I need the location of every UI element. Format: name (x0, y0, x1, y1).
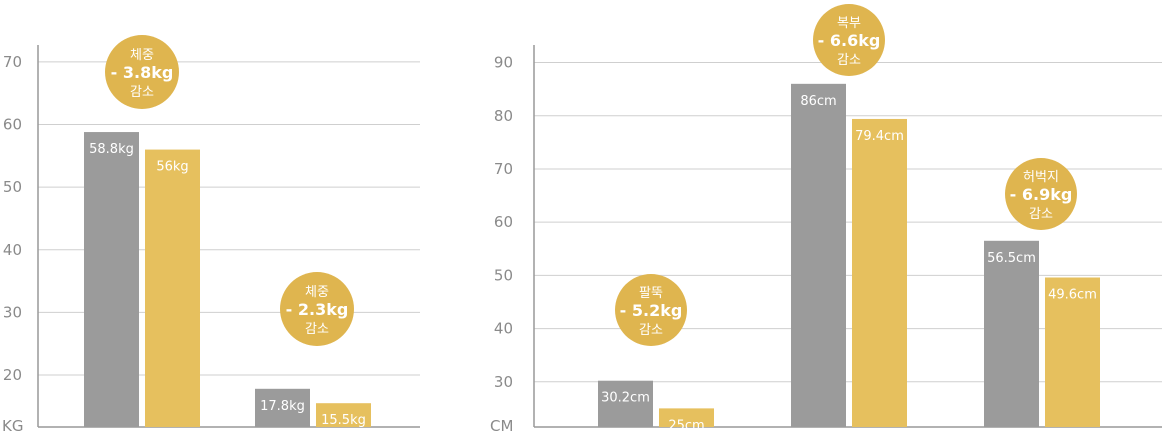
y-tick-label: 70 (3, 53, 22, 71)
bar-value-label: 30.2cm (601, 391, 650, 406)
bar-before (791, 83, 846, 427)
bubble-reduction-word: 감소 (837, 53, 861, 68)
reduction-bubble (813, 4, 885, 76)
unit-label: KG (2, 417, 23, 433)
y-tick-label: 30 (494, 373, 513, 391)
bar-value-label: 86cm (800, 94, 836, 109)
y-tick-label: 60 (494, 213, 513, 231)
bubble-category: 체중 (130, 48, 154, 63)
bubble-reduction-word: 감소 (130, 85, 154, 100)
y-tick-label: 50 (494, 266, 513, 284)
bar-before (598, 380, 653, 427)
y-tick-label: 60 (3, 116, 22, 134)
bubble-reduction-word: 감소 (305, 322, 329, 337)
bubble-reduction-word: 감소 (639, 323, 663, 338)
bar-value-label: 79.4cm (855, 129, 904, 144)
bar-before (84, 132, 139, 427)
bubble-reduction-value: - 3.8kg (111, 63, 174, 82)
bubble-category: 복부 (837, 16, 861, 31)
bar-after (145, 149, 200, 427)
bubble-reduction-value: - 6.9kg (1010, 185, 1073, 204)
bar-before (255, 388, 310, 427)
bar-before (984, 240, 1039, 427)
bubble-category: 체중 (305, 285, 329, 300)
y-tick-label: 20 (3, 366, 22, 384)
bubble-reduction-value: - 6.6kg (818, 31, 881, 50)
reduction-bubble (280, 272, 354, 346)
bar-value-label: 56kg (156, 160, 188, 175)
bar-after (659, 408, 714, 427)
y-tick-label: 50 (3, 178, 22, 196)
bubble-category: 허벅지 (1023, 170, 1059, 185)
bar-after (316, 403, 371, 427)
bar-value-label: 58.8kg (89, 142, 134, 157)
reduction-bubble (105, 35, 179, 109)
y-tick-label: 80 (494, 107, 513, 125)
y-tick-label: 90 (494, 54, 513, 72)
bar-after (852, 118, 907, 428)
bar-value-label: 25cm (668, 418, 704, 433)
bar-value-label: 15.5kg (321, 413, 366, 428)
unit-label: CM (490, 417, 513, 433)
bubble-category: 팔뚝 (639, 286, 663, 301)
bar-value-label: 17.8kg (260, 399, 305, 414)
y-tick-label: 40 (494, 320, 513, 338)
bubble-reduction-word: 감소 (1029, 207, 1053, 222)
bubble-reduction-value: - 5.2kg (620, 301, 683, 320)
y-tick-label: 70 (494, 160, 513, 178)
bar-value-label: 56.5cm (987, 251, 1036, 266)
y-tick-label: 30 (3, 303, 22, 321)
bubble-reduction-value: - 2.3kg (286, 300, 349, 319)
reduction-bubble (615, 274, 687, 346)
y-tick-label: 40 (3, 241, 22, 259)
bar-value-label: 49.6cm (1048, 287, 1097, 302)
bar-after (1045, 277, 1100, 427)
reduction-bubble (1005, 158, 1077, 230)
